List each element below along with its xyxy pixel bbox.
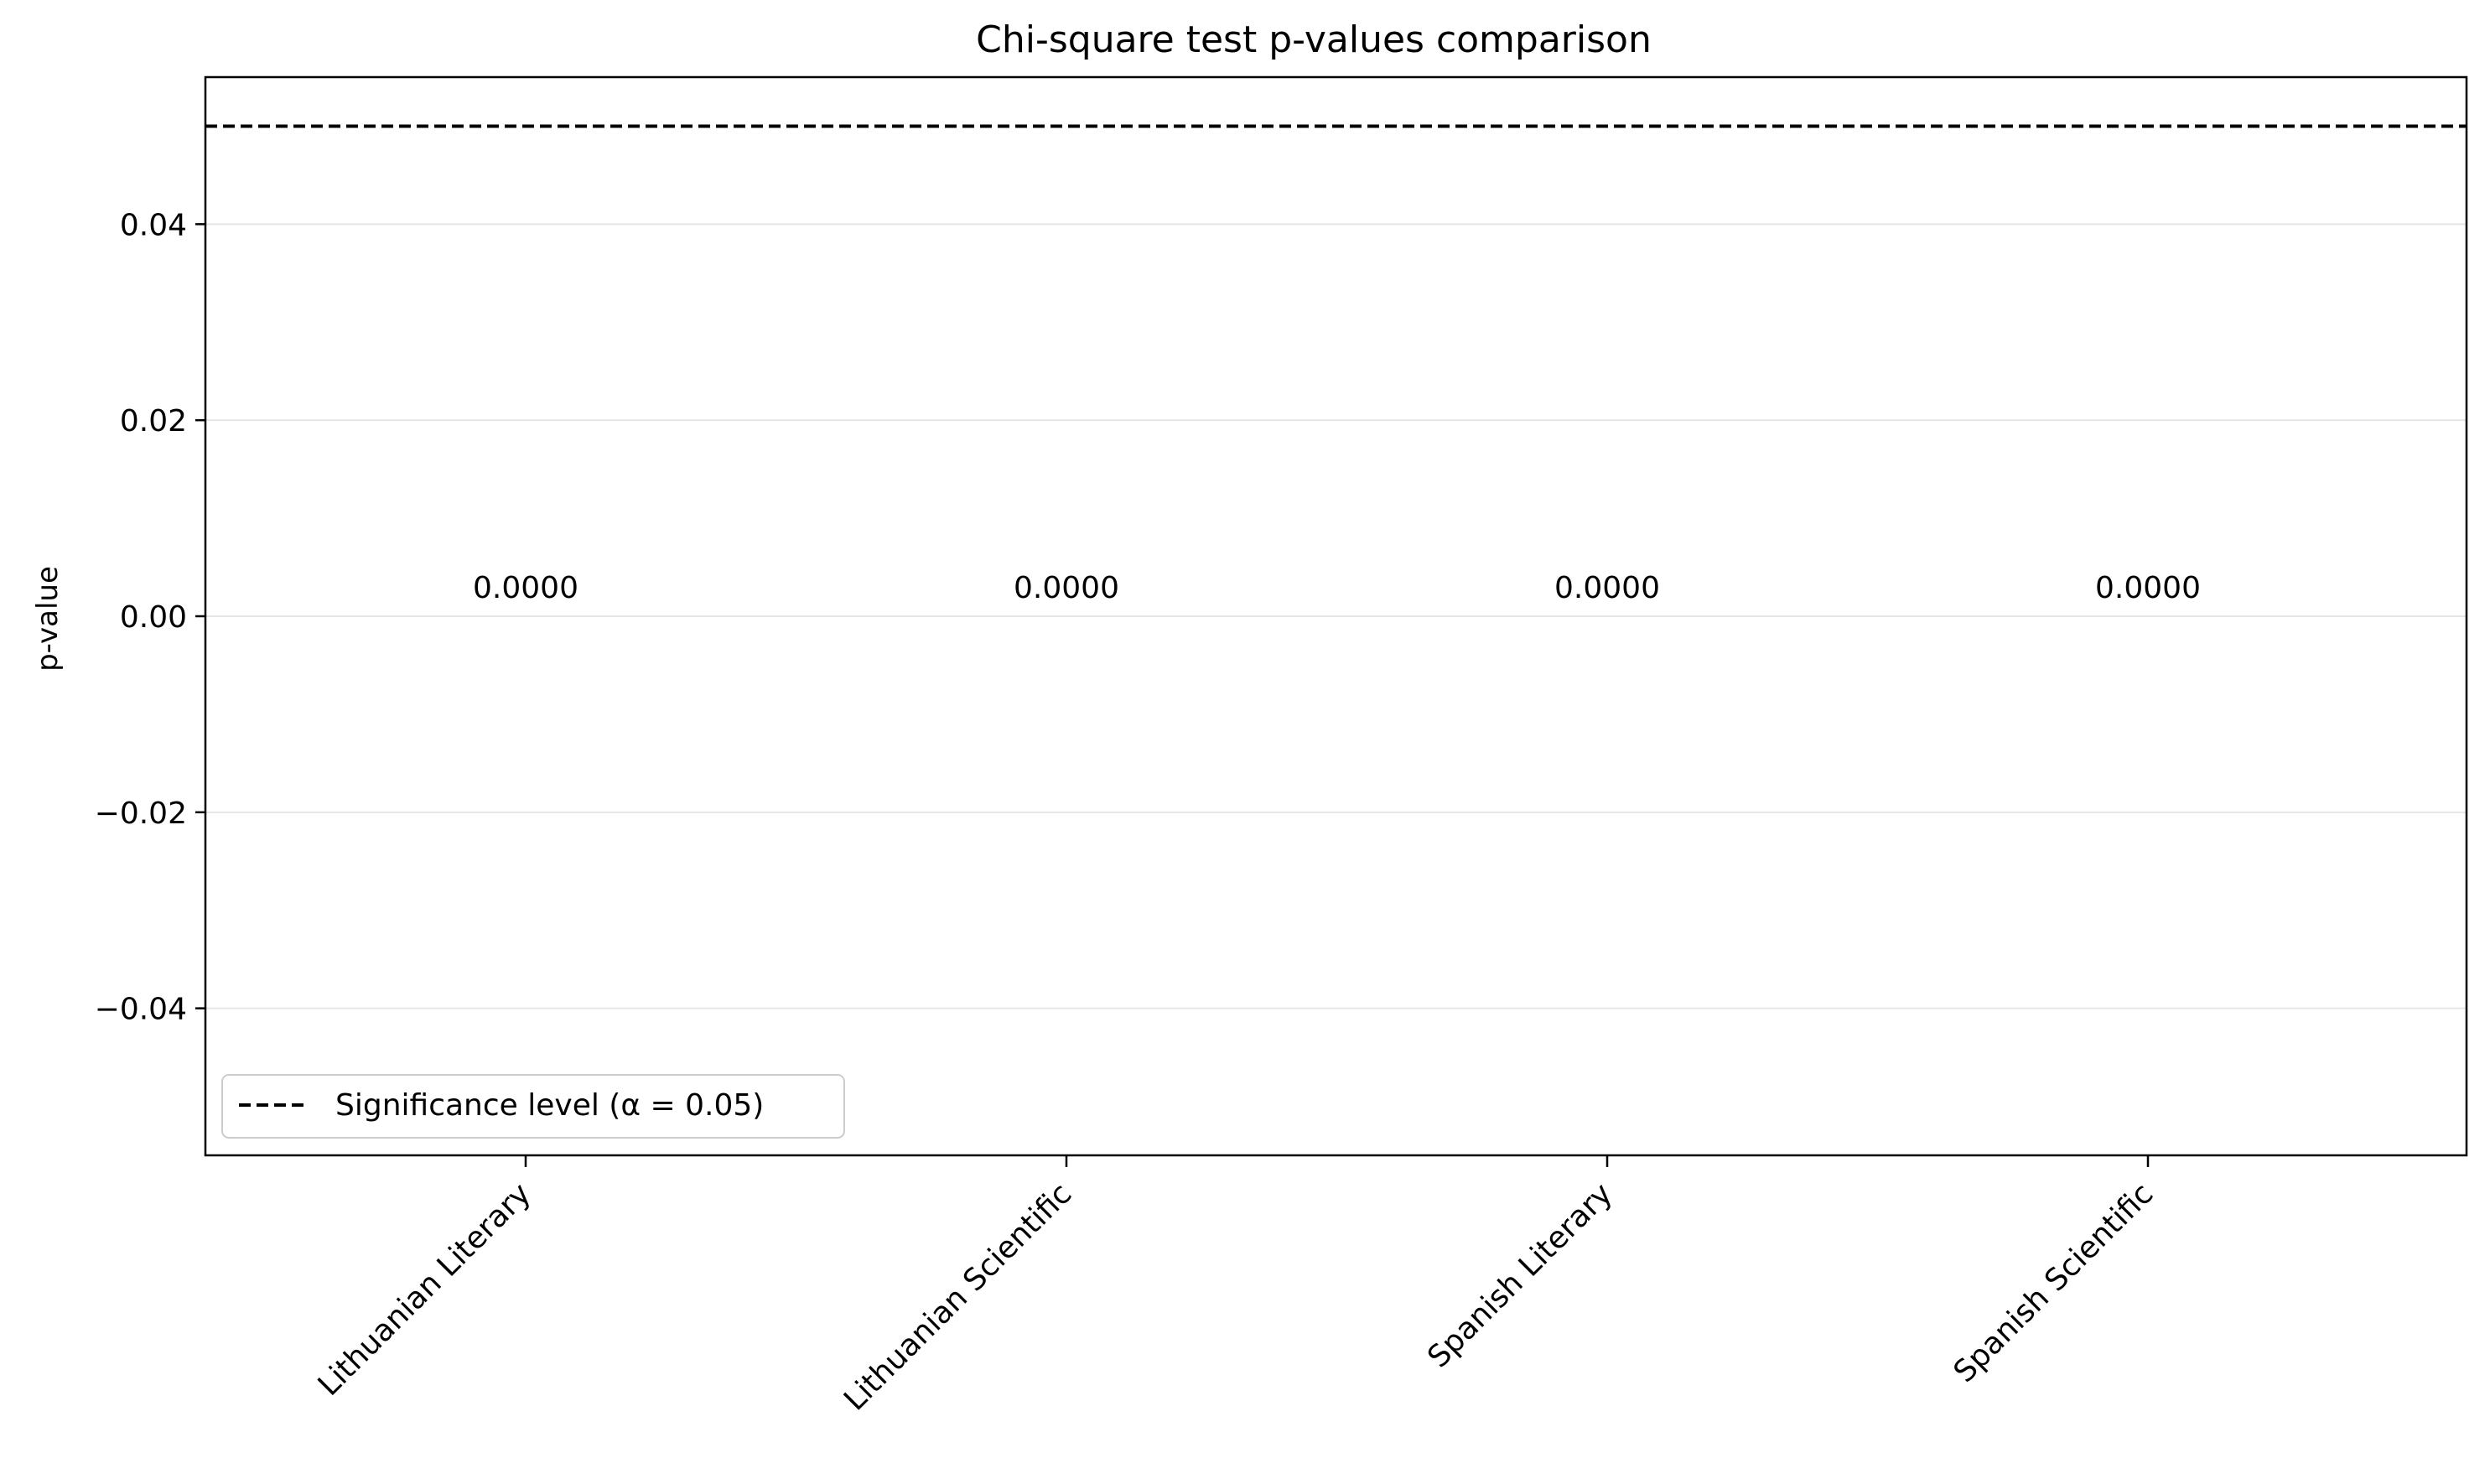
value-labels-layer: 0.0000 0.0000 0.0000 0.0000	[473, 571, 2201, 605]
bar-value-label: 0.0000	[473, 571, 578, 605]
grid-layer	[205, 223, 2467, 1009]
y-axis: −0.04 −0.02 0.00 0.02 0.04	[95, 208, 205, 1027]
legend-entry-label: Significance level (α = 0.05)	[335, 1088, 764, 1123]
bar-value-label: 0.0000	[1554, 571, 1660, 605]
legend-box	[221, 1074, 845, 1139]
y-axis-label: p-value	[31, 566, 65, 672]
y-tick-label: 0.02	[120, 404, 187, 438]
y-tick-label: 0.00	[120, 600, 187, 635]
y-tick-label: −0.02	[95, 796, 187, 831]
chart-title: Chi-square test p-values comparison	[976, 18, 1652, 61]
y-tick-label: 0.04	[120, 208, 187, 242]
bar-value-label: 0.0000	[1014, 571, 1119, 605]
bar-value-label: 0.0000	[2095, 571, 2201, 605]
y-tick-label: −0.04	[95, 993, 187, 1027]
legend: Significance level (α = 0.05)	[221, 1074, 845, 1139]
